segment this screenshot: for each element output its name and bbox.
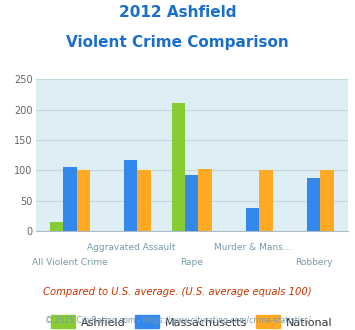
Bar: [63, 167, 77, 231]
Text: Compared to U.S. average. (U.S. average equals 100): Compared to U.S. average. (U.S. average …: [43, 287, 312, 297]
Bar: [124, 160, 137, 231]
Bar: [246, 208, 260, 231]
Bar: [185, 175, 198, 231]
Text: Murder & Mans...: Murder & Mans...: [214, 243, 291, 252]
Bar: [320, 170, 334, 231]
Legend: Ashfield, Massachusetts, National: Ashfield, Massachusetts, National: [51, 315, 333, 328]
Bar: [171, 104, 185, 231]
Bar: [307, 178, 320, 231]
Text: 2012 Ashfield: 2012 Ashfield: [119, 5, 236, 20]
Text: Violent Crime Comparison: Violent Crime Comparison: [66, 35, 289, 50]
Text: © 2025 CityRating.com - https://www.cityrating.com/crime-statistics/: © 2025 CityRating.com - https://www.city…: [45, 315, 310, 325]
Text: All Violent Crime: All Violent Crime: [32, 258, 108, 267]
Bar: [260, 170, 273, 231]
Bar: [77, 170, 90, 231]
Bar: [137, 170, 151, 231]
Text: Aggravated Assault: Aggravated Assault: [87, 243, 175, 252]
Text: Robbery: Robbery: [295, 258, 332, 267]
Bar: [198, 169, 212, 231]
Bar: [50, 222, 63, 231]
Text: Rape: Rape: [180, 258, 203, 267]
